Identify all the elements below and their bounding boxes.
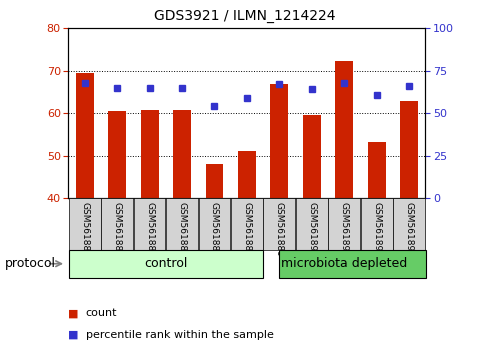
Text: GDS3921 / ILMN_1214224: GDS3921 / ILMN_1214224 [153, 9, 335, 23]
FancyBboxPatch shape [263, 198, 295, 250]
Text: GSM561889: GSM561889 [274, 202, 284, 257]
Bar [400, 101, 417, 198]
FancyBboxPatch shape [360, 198, 392, 250]
Bar [302, 115, 320, 198]
FancyBboxPatch shape [198, 198, 230, 250]
Text: GSM561884: GSM561884 [112, 202, 122, 257]
Text: GSM561890: GSM561890 [307, 202, 316, 257]
Bar [238, 151, 255, 198]
Text: GSM561883: GSM561883 [80, 202, 89, 257]
FancyBboxPatch shape [133, 198, 165, 250]
Bar [335, 61, 352, 198]
Text: GSM561886: GSM561886 [177, 202, 186, 257]
Bar [367, 142, 385, 198]
Text: count: count [85, 308, 117, 318]
FancyBboxPatch shape [295, 198, 327, 250]
Text: ■: ■ [68, 308, 79, 318]
Bar [141, 110, 158, 198]
Text: GSM561885: GSM561885 [145, 202, 154, 257]
FancyBboxPatch shape [328, 198, 360, 250]
Text: GSM561887: GSM561887 [209, 202, 219, 257]
Bar [205, 164, 223, 198]
Text: microbiota depleted: microbiota depleted [281, 257, 407, 270]
FancyBboxPatch shape [101, 198, 133, 250]
Bar [108, 111, 126, 198]
Text: protocol: protocol [5, 257, 56, 270]
FancyBboxPatch shape [392, 198, 424, 250]
FancyBboxPatch shape [69, 198, 101, 250]
Text: percentile rank within the sample: percentile rank within the sample [85, 330, 273, 339]
FancyBboxPatch shape [166, 198, 198, 250]
Bar [270, 84, 288, 198]
Text: control: control [144, 257, 187, 270]
Text: GSM561892: GSM561892 [371, 202, 381, 257]
Bar [173, 110, 191, 198]
FancyBboxPatch shape [69, 250, 263, 278]
FancyBboxPatch shape [278, 250, 425, 278]
Text: GSM561893: GSM561893 [404, 202, 413, 257]
FancyBboxPatch shape [230, 198, 263, 250]
Bar [76, 73, 93, 198]
Text: GSM561891: GSM561891 [339, 202, 348, 257]
Text: GSM561888: GSM561888 [242, 202, 251, 257]
Text: ■: ■ [68, 330, 79, 339]
